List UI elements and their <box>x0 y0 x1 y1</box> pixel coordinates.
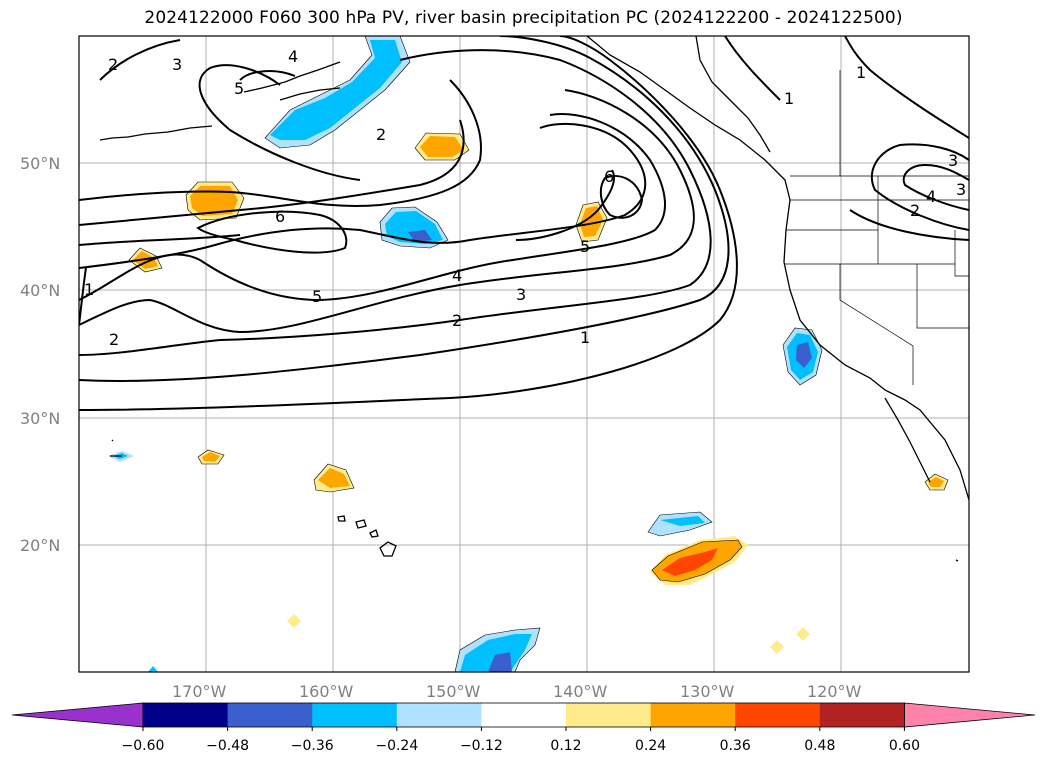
contour-label: 5 <box>580 237 590 256</box>
contour-label: 2 <box>910 201 920 220</box>
lon-label: 170°W <box>172 682 227 701</box>
colorbar-tick-label: 0.12 <box>550 738 581 754</box>
lat-label: 30°N <box>20 409 60 428</box>
colorbar-tick-label: −0.48 <box>206 738 249 754</box>
lon-labels: 170°W 160°W 150°W 140°W 130°W 120°W <box>172 682 862 701</box>
colorbar: −0.60 −0.48 −0.36 −0.24 −0.12 0.12 0.24 0.36 0.4… <box>11 702 1036 754</box>
precip-patch-california <box>782 327 823 386</box>
colorbar-tick-label: 0.60 <box>889 738 920 754</box>
contour-label: 2 <box>109 330 119 349</box>
contour-label: 6 <box>275 207 285 226</box>
colorbar-segment <box>312 703 398 727</box>
contour-label: 2 <box>108 55 118 74</box>
colorbar-segment <box>396 703 482 727</box>
colorbar-segment <box>143 703 229 727</box>
colorbar-tick-label: −0.24 <box>375 738 418 754</box>
pv-contours <box>79 36 969 411</box>
contour-label: 1 <box>856 63 866 82</box>
colorbar-segment <box>735 703 821 727</box>
contour-label: 5 <box>234 79 244 98</box>
colorbar-segment <box>819 703 905 727</box>
lon-label: 120°W <box>807 682 862 701</box>
colorbar-tick-label: −0.36 <box>291 738 334 754</box>
colorbar-frame <box>142 702 905 728</box>
contour-label: 3 <box>948 151 958 170</box>
colorbar-tick-label: −0.60 <box>122 738 165 754</box>
state-borders <box>784 70 969 385</box>
contour-label: 6 <box>604 167 614 186</box>
colorbar-segment <box>227 703 313 727</box>
map-area: 1 2 3 4 5 6 2 3 2 4 5 2 1 6 5 1 3 4 3 1 … <box>79 36 969 672</box>
coastlines <box>99 36 969 562</box>
lat-label: 50°N <box>20 154 60 173</box>
gridlines <box>79 36 969 672</box>
lat-labels: 50°N 40°N 30°N 20°N <box>20 154 60 555</box>
colorbar-segment <box>650 703 736 727</box>
precip-patch-mid-blue <box>379 206 449 249</box>
precip-patch-aleutian <box>264 36 411 149</box>
lat-label: 20°N <box>20 536 60 555</box>
precip-patch-hawaii-east-blue <box>108 451 713 537</box>
colorbar-extend-low <box>11 702 144 728</box>
contour-labels: 1 2 3 4 5 6 2 3 2 4 5 2 1 6 5 1 3 4 3 1 … <box>84 47 966 349</box>
lon-label: 150°W <box>426 682 481 701</box>
map-frame <box>78 35 970 673</box>
contour-label: 5 <box>312 287 322 306</box>
colorbar-tick-label: 0.48 <box>804 738 835 754</box>
contour-label: 1 <box>84 280 94 299</box>
map-title: 2024122000 F060 300 hPa PV, river basin … <box>144 8 903 28</box>
colorbar-tick-label: −0.12 <box>460 738 503 754</box>
lat-label: 40°N <box>20 281 60 300</box>
contour-label: 1 <box>784 89 794 108</box>
contour-label: 4 <box>926 187 936 206</box>
colorbar-segment <box>481 703 567 727</box>
contour-label: 3 <box>956 180 966 199</box>
colorbar-tick-label: 0.36 <box>720 738 751 754</box>
lon-label: 160°W <box>299 682 354 701</box>
contour-label: 3 <box>516 285 526 304</box>
precip-patch-orange-pos <box>128 132 949 654</box>
colorbar-tick-label: 0.24 <box>635 738 666 754</box>
contour-label: 4 <box>452 266 462 285</box>
contour-label: 4 <box>288 47 298 66</box>
colorbar-segment <box>566 703 652 727</box>
precip-patch-south-blue <box>148 627 541 672</box>
contour-label: 1 <box>580 328 590 347</box>
contour-label: 2 <box>376 125 386 144</box>
lon-label: 130°W <box>680 682 735 701</box>
colorbar-extend-high <box>904 702 1036 728</box>
contour-label: 3 <box>172 55 182 74</box>
lon-label: 140°W <box>553 682 608 701</box>
contour-label: 2 <box>452 311 462 330</box>
